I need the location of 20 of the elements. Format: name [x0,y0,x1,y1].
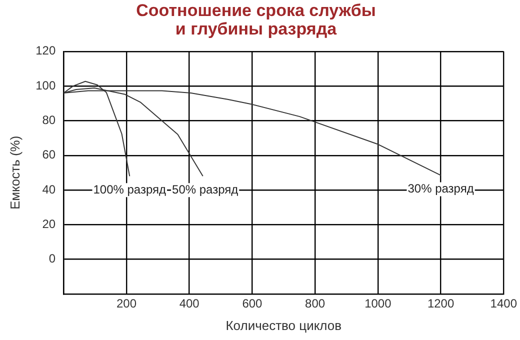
x-tick-label: 1400 [490,296,518,311]
y-tick-label: 0 [48,252,56,266]
x-tick-label: 400 [179,296,200,311]
y-tick-label: 20 [42,217,56,231]
x-tick-label: 200 [116,296,137,311]
x-axis-title: Количество циклов [226,318,342,333]
x-tick-label: 600 [242,296,263,311]
series-label: 100% разряд [93,182,166,196]
x-tick-label: 1200 [427,296,454,311]
x-tick-label: 1000 [364,296,392,311]
series-label: 50% разряд [172,182,238,196]
series-label: 30% разряд [408,182,474,196]
x-tick-label: 800 [305,296,326,311]
y-tick-label: 60 [42,148,56,162]
chart-title: Соотношение срока службы и глубины разряда [136,1,376,39]
y-tick-label: 120 [36,44,56,58]
y-axis-title: Емкость (%) [7,136,22,210]
y-tick-label: 40 [42,182,56,196]
y-tick-label: 80 [42,113,56,128]
y-tick-label: 100 [36,78,56,92]
